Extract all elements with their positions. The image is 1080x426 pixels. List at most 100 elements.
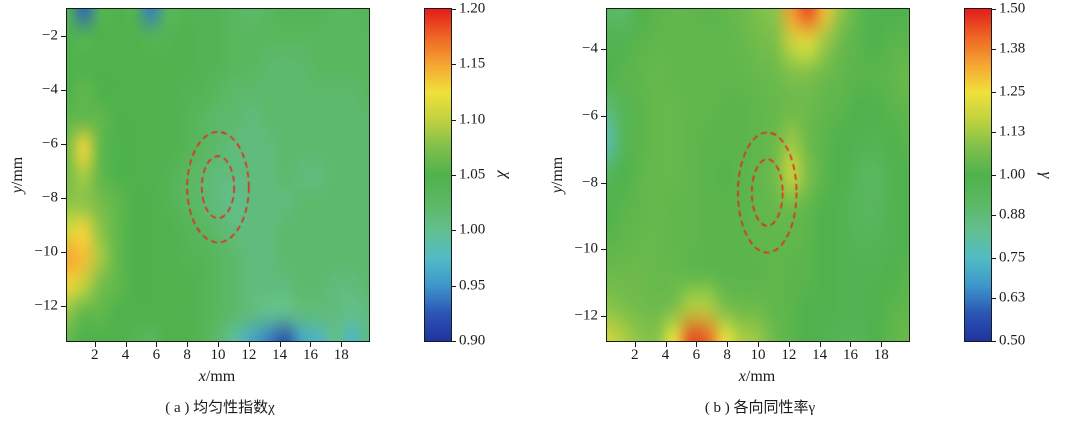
colorbar-tick-mark <box>452 119 456 121</box>
colorbar-tick-label: 1.25 <box>999 83 1026 100</box>
x-axis-unit: /mm <box>205 368 236 385</box>
x-tick-label: 2 <box>90 347 99 363</box>
x-tick-mark <box>218 342 219 347</box>
y-tick-mark <box>61 35 66 37</box>
colorbar-tick-mark <box>452 175 456 176</box>
x-tick-label: 14 <box>272 347 288 363</box>
colorbar-tick-label: 1.00 <box>999 166 1026 183</box>
colorbar-tick-mark <box>452 285 456 287</box>
colorbar <box>964 8 992 342</box>
x-tick-label: 4 <box>661 347 670 363</box>
x-tick-label: 8 <box>183 347 191 363</box>
colorbar-tick-label: 0.88 <box>999 206 1026 223</box>
y-tick-label: −4 <box>42 81 58 98</box>
x-tick-mark <box>156 342 158 347</box>
colorbar-tick-mark <box>992 9 996 10</box>
colorbar-canvas <box>965 9 991 341</box>
x-tick-mark <box>819 342 821 347</box>
y-tick-mark <box>61 143 66 145</box>
x-tick-mark <box>279 342 281 347</box>
x-tick-mark <box>696 342 698 347</box>
x-tick-label: 14 <box>812 347 828 363</box>
y-tick-mark <box>601 115 606 117</box>
x-tick-mark <box>310 342 312 347</box>
x-tick-label: 6 <box>152 347 161 363</box>
x-tick-label: 18 <box>873 347 889 363</box>
y-tick-label: −12 <box>34 297 58 314</box>
colorbar-tick-mark <box>992 131 996 133</box>
colorbar-tick-label: 1.05 <box>459 166 486 183</box>
x-axis-label: x/mm <box>199 368 235 386</box>
heatmap-canvas <box>67 9 369 341</box>
colorbar-tick-label: 1.15 <box>459 55 486 72</box>
x-tick-mark <box>850 342 852 347</box>
colorbar-tick-mark <box>452 9 456 10</box>
x-tick-mark <box>248 342 250 347</box>
colorbar-tick-label: 0.75 <box>999 249 1026 266</box>
y-tick-label: −4 <box>582 40 598 57</box>
x-tick-label: 18 <box>333 347 349 363</box>
y-tick-label: −6 <box>582 107 598 124</box>
colorbar-tick-mark <box>992 92 996 93</box>
x-tick-mark <box>758 342 759 347</box>
x-tick-mark <box>125 342 127 347</box>
y-tick-label: −6 <box>42 135 58 152</box>
colorbar-tick-label: 1.20 <box>459 0 486 17</box>
heatmap-plot-area <box>606 8 910 342</box>
panel-isotropy-ratio: y/mm −4 −6 −8 −10 −12 2 4 6 8 10 12 14 16 18 x/mm 1.… <box>540 0 1080 426</box>
colorbar-tick-mark <box>992 258 996 259</box>
y-axis-unit: /mm <box>9 156 26 187</box>
y-tick-mark <box>601 249 606 251</box>
x-axis-variable: x <box>738 368 746 385</box>
panel-caption: ( b ) 各向同性率γ <box>704 400 816 416</box>
colorbar-tick-mark <box>992 341 996 342</box>
x-axis-label: x/mm <box>739 368 775 386</box>
y-axis-label: y/mm <box>9 157 27 193</box>
y-tick-label: −10 <box>34 243 58 260</box>
colorbar-label: γ <box>1037 171 1056 179</box>
colorbar-tick-label: 1.50 <box>999 0 1026 17</box>
colorbar-label: χ <box>497 171 516 179</box>
colorbar-tick-mark <box>992 48 996 50</box>
colorbar-tick-label: 1.13 <box>999 123 1026 140</box>
x-axis-variable: x <box>198 368 206 385</box>
colorbar-canvas <box>425 9 451 341</box>
panel-uniformity-index: y/mm −2 −4 −6 −8 −10 −12 2 4 6 8 10 12 14 16 18 x/mm … <box>9 0 516 417</box>
x-tick-mark <box>94 342 96 347</box>
colorbar-tick-label: 1.00 <box>459 221 486 238</box>
heatmap-canvas <box>607 9 909 341</box>
y-tick-label: −8 <box>42 189 58 206</box>
colorbar-tick-label: 1.10 <box>459 111 486 128</box>
x-tick-mark <box>187 342 189 347</box>
y-tick-mark <box>61 89 66 91</box>
x-tick-mark <box>665 342 667 347</box>
x-tick-label: 12 <box>241 347 257 363</box>
y-tick-mark <box>61 197 66 199</box>
colorbar <box>424 8 452 342</box>
y-axis-unit: /mm <box>549 156 566 187</box>
x-tick-label: 2 <box>630 347 639 363</box>
x-tick-label: 4 <box>121 347 130 363</box>
y-tick-mark <box>61 305 66 307</box>
x-tick-mark <box>727 342 729 347</box>
y-tick-label: −12 <box>574 307 598 324</box>
x-axis-unit: /mm <box>745 368 776 385</box>
y-tick-mark <box>61 251 66 253</box>
colorbar-tick-label: 0.90 <box>459 332 486 349</box>
colorbar-tick-mark <box>452 341 456 342</box>
y-tick-mark <box>601 315 606 317</box>
y-tick-mark <box>601 182 606 184</box>
y-axis-variable: y <box>9 186 26 194</box>
x-tick-label: 12 <box>781 347 797 363</box>
colorbar-tick-mark <box>992 297 996 299</box>
x-tick-mark <box>634 342 636 347</box>
colorbar-tick-mark <box>452 64 456 66</box>
x-tick-label: 10 <box>210 347 226 363</box>
y-tick-label: −8 <box>582 174 598 190</box>
x-tick-mark <box>788 342 790 347</box>
heatmap-plot-area <box>66 8 370 342</box>
x-tick-label: 8 <box>723 347 731 363</box>
colorbar-tick-mark <box>992 214 996 216</box>
x-tick-label: 6 <box>692 347 701 363</box>
x-tick-mark <box>341 342 343 347</box>
